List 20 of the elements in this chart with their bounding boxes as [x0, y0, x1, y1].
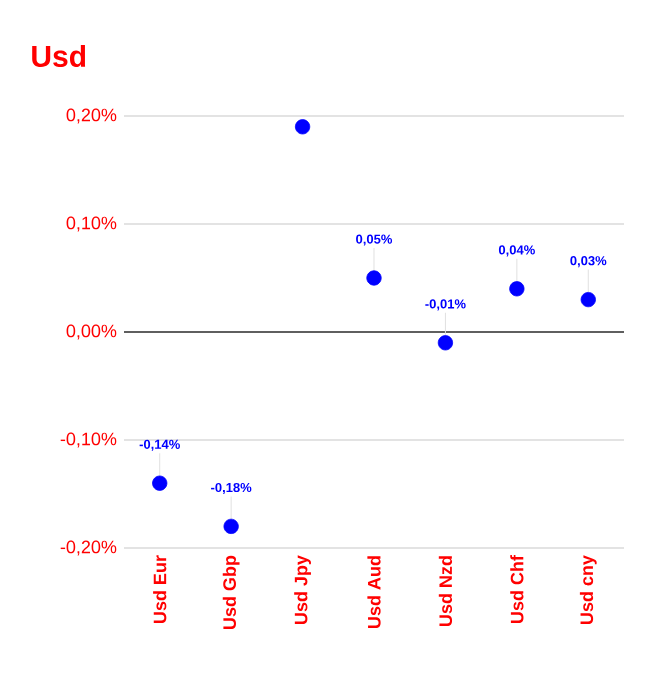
y-tick-label: 0,20% — [66, 108, 117, 124]
x-tick-label: Usd Aud — [367, 556, 381, 628]
x-tick-label: Usd cny — [579, 555, 597, 625]
y-tick-label: 0,00% — [66, 324, 117, 340]
x-tick-label: Usd Eur — [153, 555, 167, 624]
x-tick-label: Usd Jpy — [294, 555, 311, 625]
y-tick-label: -0,20% — [60, 540, 117, 556]
point — [437, 335, 454, 351]
point — [294, 119, 311, 135]
y-tick-label: 0,10% — [66, 216, 117, 232]
point — [152, 475, 168, 491]
x-tick-label: Usd Chf — [510, 555, 524, 623]
x-tick-label: Usd Gbp — [222, 555, 240, 629]
chart-title: Usd — [32, 44, 86, 67]
x-tick-label: Usd Nzd — [438, 556, 453, 626]
y-tick-label: -0,10% — [60, 432, 117, 448]
point — [366, 270, 382, 286]
point — [580, 291, 596, 308]
point — [509, 281, 525, 297]
point — [223, 518, 239, 534]
